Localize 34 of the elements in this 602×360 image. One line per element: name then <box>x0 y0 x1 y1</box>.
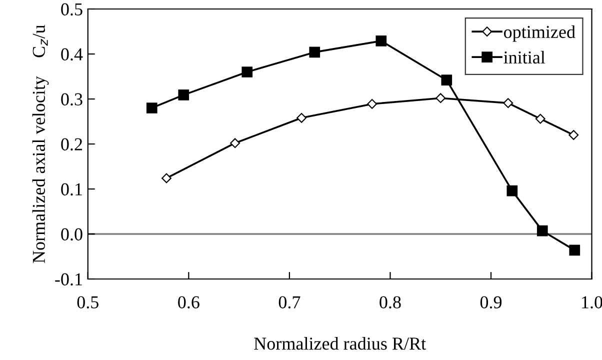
y-tick-label: 0.5 <box>61 3 82 16</box>
x-tick-label: 0.7 <box>278 296 300 308</box>
point <box>296 112 307 123</box>
point <box>178 90 190 100</box>
point <box>503 98 514 108</box>
y-tick-label: 0.0 <box>61 228 82 241</box>
point <box>230 138 240 148</box>
x-tick-label: 0.8 <box>380 296 401 308</box>
x-tick-label: 0.6 <box>178 296 200 308</box>
point <box>436 93 446 104</box>
x-tick-label: 1.0 <box>582 296 602 308</box>
y-tick-label: 0.3 <box>61 93 82 106</box>
point <box>506 185 518 196</box>
legend-label: optimized <box>504 25 576 42</box>
point <box>535 114 546 124</box>
point <box>536 225 548 236</box>
x-axis-title: Normalized radius R/Rt <box>254 337 426 350</box>
y-tick-label: 0.2 <box>61 138 82 151</box>
y-axis-title: Normalized axial velocity C$_{z}$/u <box>32 24 49 264</box>
y-tick-label: 0.1 <box>61 183 82 196</box>
legend-label: initial <box>504 50 546 64</box>
point <box>569 244 580 256</box>
x-tick-label: 0.9 <box>480 296 502 308</box>
point <box>242 66 253 78</box>
point <box>309 46 320 58</box>
point <box>568 130 579 140</box>
y-tick-label: -0.1 <box>55 273 82 286</box>
x-tick-label: 0.5 <box>77 296 98 308</box>
point <box>146 102 158 114</box>
point <box>441 74 452 86</box>
y-tick-label: 0.4 <box>61 48 83 61</box>
point <box>367 98 378 109</box>
point <box>376 36 387 46</box>
point <box>162 173 172 184</box>
